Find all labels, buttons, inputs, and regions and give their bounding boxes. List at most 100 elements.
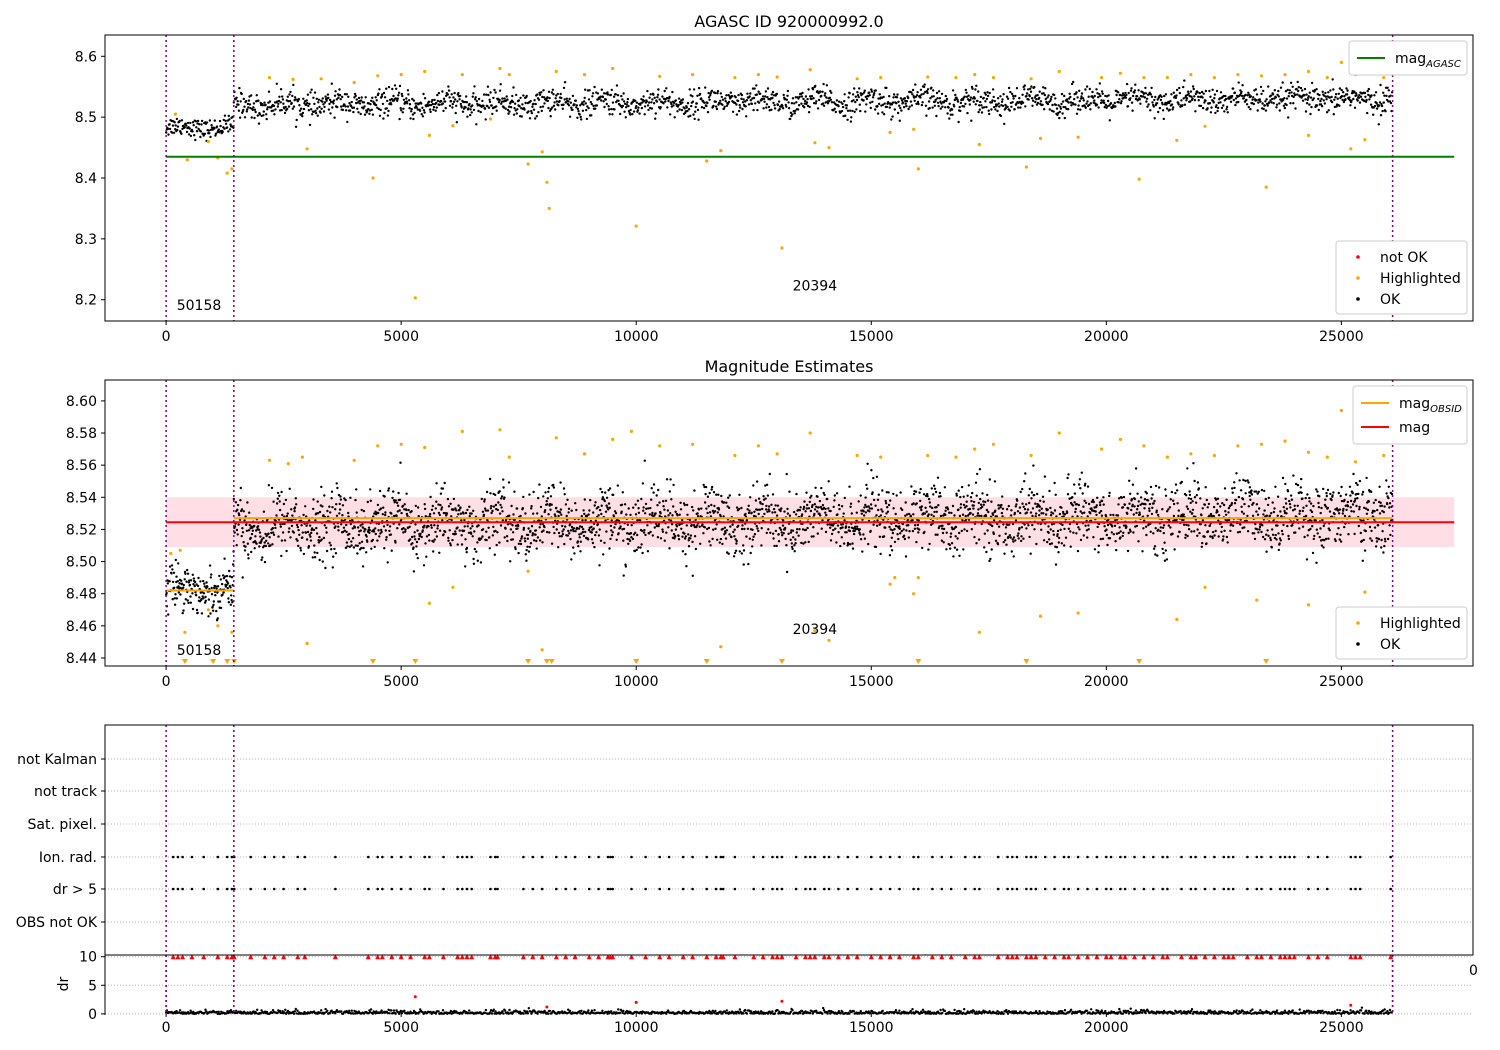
p2-ok-point-82 [196, 611, 199, 615]
p1-ok-point-1641 [1077, 104, 1080, 107]
p2-ok-point-70 [191, 607, 195, 611]
p2-ok-point-481 [350, 540, 353, 543]
p2-ok-point-654 [416, 556, 419, 560]
p1-ok-point-1374 [929, 97, 932, 100]
p1-ok-point-220 [287, 105, 291, 108]
p2-ok-point-1496 [740, 552, 743, 555]
p1-ok-point-599 [498, 98, 501, 102]
p1-ok-point-508 [447, 89, 451, 92]
p1-ok-point-2197 [1386, 86, 1389, 90]
p2-ok-point-1481 [734, 549, 738, 552]
p2-ok-point-1638 [795, 492, 798, 496]
p2-ok-point-190 [238, 513, 241, 517]
p1-ok-point-1809 [1170, 103, 1174, 106]
p2-ok-point-2396 [1086, 485, 1090, 488]
p1-ytick-label-2: 8.4 [75, 171, 97, 187]
p2-ok-point-2203 [1012, 555, 1015, 558]
p2-ok-point-2237 [1025, 511, 1029, 514]
p2-ok-point-1896 [894, 512, 897, 516]
p2-ok-point-1292 [662, 500, 665, 503]
p2-ok-point-852 [492, 505, 496, 508]
p1-ok-point-1456 [974, 103, 977, 106]
p1-ok-point-162 [255, 94, 258, 97]
p1-ok-point-1309 [892, 93, 896, 96]
p1-ok-point-258 [308, 123, 312, 127]
p2-ok-point-327 [290, 524, 294, 528]
p1-ok-point-916 [674, 99, 677, 102]
p2-ok-point-887 [506, 539, 509, 543]
p2-ok-point-1694 [816, 532, 819, 535]
p2-ok-point-646 [413, 531, 416, 534]
p2-ok-point-2463 [1112, 533, 1116, 536]
p2-ok-point-849 [491, 534, 494, 537]
p1-ok-point-743 [578, 113, 581, 116]
p1-ok-point-673 [539, 105, 542, 109]
p1-ok-point-849 [637, 106, 640, 109]
p1-ok-point-579 [487, 93, 490, 97]
p2-ok-point-1320 [672, 533, 676, 536]
p2-ok-point-1693 [816, 495, 819, 498]
p2-ok-point-1189 [622, 574, 625, 577]
p2-ok-point-1282 [658, 501, 661, 504]
p2-ok-point-1208 [629, 532, 633, 535]
p1-ok-point-801 [610, 88, 613, 92]
p2-ok-point-2029 [945, 531, 948, 534]
p1-ok-point-1628 [1070, 104, 1073, 107]
p2-ok-point-643 [412, 546, 415, 549]
p2-ok-point-2164 [997, 507, 1000, 510]
p1-ok-point-745 [579, 115, 582, 119]
p1-ok-point-1143 [800, 95, 804, 98]
p1-ok-point-976 [707, 96, 711, 99]
p2-ok-point-332 [292, 531, 296, 534]
p1-ok-point-827 [625, 106, 628, 109]
p2-ok-point-2176 [1002, 523, 1005, 526]
p1-ok-point-332 [349, 104, 353, 108]
p2-ok-point-1912 [900, 529, 903, 533]
p2-ok-point-2589 [1161, 508, 1164, 511]
p1-ok-point-313 [339, 98, 342, 101]
p2-ok-point-123 [212, 603, 215, 607]
p2-ok-point-1795 [855, 511, 858, 514]
p2-ok-point-1299 [664, 499, 668, 502]
p1-ok-point-201 [277, 102, 280, 106]
p2-ok-point-1699 [818, 499, 822, 503]
p1-ok-point-2098 [1331, 78, 1334, 81]
p1-ok-point-610 [504, 107, 507, 110]
p1-ok-point-1062 [755, 93, 759, 96]
p1-ok-point-1847 [1191, 85, 1195, 88]
p1-ok-point-2156 [1363, 91, 1367, 95]
p2-ok-point-1 [165, 591, 168, 595]
p1-ok-point-555 [474, 98, 477, 101]
p2-ok-point-2421 [1096, 525, 1099, 529]
p1-highlighted-point-53 [775, 75, 779, 79]
p2-ok-point-1195 [624, 565, 628, 568]
p1-ok-point-2130 [1349, 104, 1352, 107]
p2-ok-point-492 [354, 498, 357, 502]
p1-ok-point-1979 [1265, 98, 1268, 101]
p2-ok-point-2081 [965, 500, 968, 503]
p2-ok-point-2062 [958, 554, 961, 557]
p1-ok-point-1565 [1035, 98, 1038, 101]
p1-ok-point-1513 [1006, 105, 1009, 109]
p2-ok-point-1937 [910, 485, 913, 488]
p1-ok-point-2043 [1301, 89, 1304, 92]
p1-ok-point-997 [719, 92, 722, 95]
p2-ok-point-1279 [657, 488, 660, 492]
p1-ok-point-1366 [924, 104, 928, 108]
p2-ok-point-27 [175, 575, 178, 578]
p1-ok-point-663 [534, 117, 537, 120]
p1-ok-point-1380 [932, 95, 935, 98]
p1-ok-point-1864 [1201, 96, 1204, 99]
p2-ok-point-873 [500, 495, 504, 498]
p1-ok-point-205 [279, 101, 282, 104]
p1-ok-point-1472 [983, 91, 986, 95]
p2-ok-point-639 [410, 535, 414, 539]
p2-ok-point-2093 [970, 499, 973, 503]
p2-ok-point-1675 [809, 522, 812, 526]
p2-ok-point-2380 [1080, 471, 1084, 474]
p2-ok-point-625 [405, 492, 408, 495]
p2-ok-point-1110 [592, 511, 595, 514]
p2-ok-point-115 [209, 612, 212, 615]
p1-ok-point-47 [191, 130, 194, 133]
p2-ok-point-2006 [936, 476, 940, 479]
